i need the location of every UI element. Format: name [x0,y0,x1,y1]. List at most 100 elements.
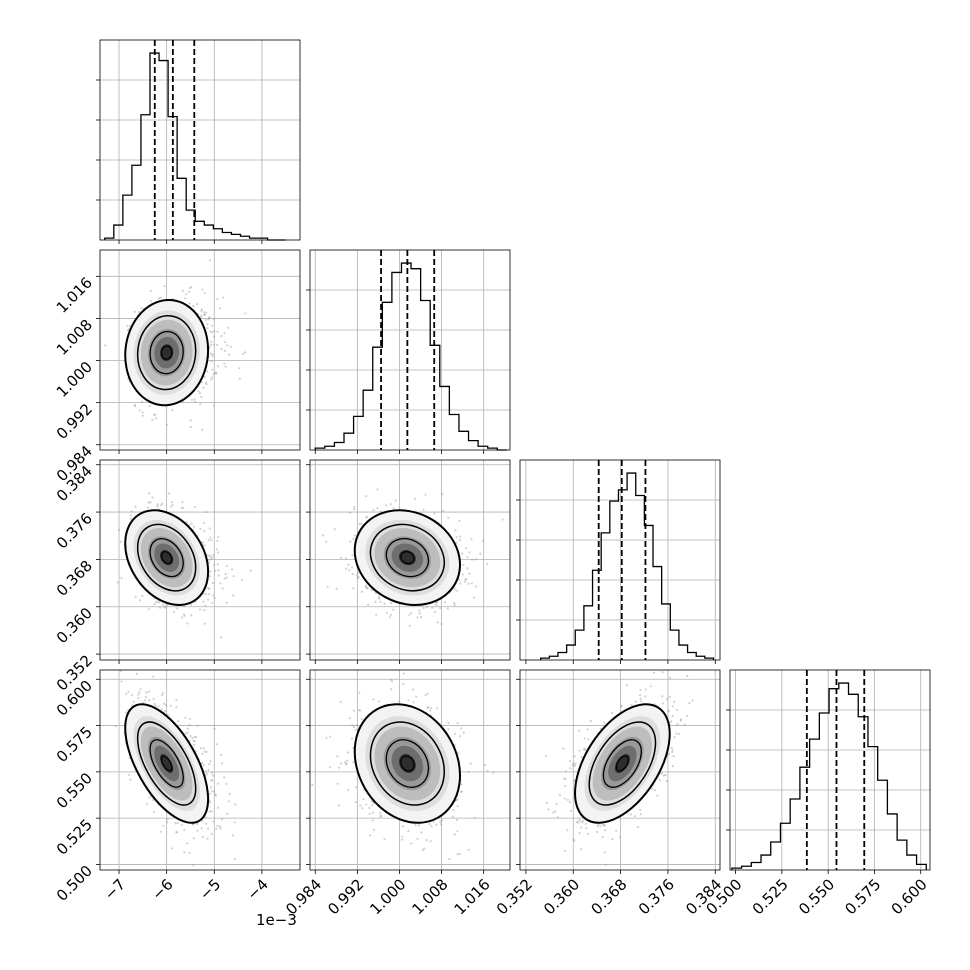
sample-point [460,727,463,730]
sample-point [352,508,356,511]
sample-point [365,516,368,519]
contour-line [400,551,415,565]
sample-point [216,330,219,333]
sample-point [207,768,210,771]
sample-point [216,535,220,538]
sample-point [357,709,360,712]
sample-point [354,728,357,731]
sample-point [187,290,191,293]
sample-point [176,821,179,825]
sample-point [660,771,664,775]
sample-point [401,835,404,838]
sample-point [210,810,213,813]
sample-point [199,527,202,531]
sample-point [206,827,210,830]
sample-point [129,514,132,517]
sample-point [383,602,386,605]
sample-point [208,527,211,530]
sample-point [238,377,241,380]
sample-point [215,743,219,746]
sample-point [183,614,186,618]
sample-point [375,613,378,616]
hist-background [100,40,300,240]
sample-point [365,584,368,587]
sample-point [456,830,459,833]
sample-point [206,837,209,840]
sample-point [184,732,187,735]
sample-point [455,818,459,822]
sample-point [209,873,211,875]
sample-point [225,565,229,568]
sample-point [184,297,187,300]
sample-point [219,582,222,585]
sample-point [359,804,362,807]
sample-point [392,608,395,611]
sample-point [180,823,183,827]
sample-point [412,701,415,704]
sample-point [138,691,141,694]
sample-point [209,801,212,804]
sample-point [212,373,215,376]
sample-point [207,318,210,321]
sample-point [470,582,474,585]
sample-point [205,383,208,386]
sample-point [116,581,119,584]
sample-point [467,848,470,851]
sample-point [436,707,439,710]
sample-point [413,497,417,500]
sample-point [160,708,163,711]
sample-point [238,367,241,370]
sample-point [367,603,370,606]
sample-point [430,706,433,710]
contour-line [353,703,462,824]
sample-point [326,585,329,589]
sample-point [661,671,664,674]
sample-point [459,790,463,793]
histogram-step [540,472,715,660]
sample-point [458,539,461,542]
sample-point [358,522,361,525]
sample-point [456,798,459,801]
panel-frame [309,669,511,871]
sample-point [160,830,163,833]
sample-point [126,325,129,328]
sample-point [133,310,136,314]
sample-point [408,624,411,627]
sample-point [346,759,349,762]
sample-point [181,501,184,504]
sample-point [354,786,358,789]
sample-point [151,418,154,422]
scatter-panel-2-1 [309,459,511,661]
sample-point [212,335,216,338]
sample-point [220,348,223,351]
sample-point [426,692,429,695]
sample-point [501,518,504,521]
sample-point [453,833,456,836]
sample-point [352,725,356,729]
sample-point [208,575,211,578]
sample-point [421,848,425,852]
sample-point [203,292,206,295]
sample-point [215,372,218,375]
sample-point [426,606,429,609]
sample-point [147,690,151,693]
sample-point [201,762,204,765]
scatter-panel-1-0 [99,249,301,451]
sample-point [611,837,614,841]
sample-point [159,504,163,507]
sample-point [440,623,443,626]
sample-point [217,551,220,554]
sample-point [354,801,357,804]
sample-point [180,506,183,509]
sample-point [216,297,219,301]
sample-point [201,541,205,544]
sample-point [401,824,405,828]
sample-point [344,763,348,766]
sample-point [208,593,211,596]
sample-point [140,400,143,403]
sample-point [639,697,642,700]
sample-point [208,554,211,557]
sample-point [349,511,352,514]
sample-point [228,353,231,356]
